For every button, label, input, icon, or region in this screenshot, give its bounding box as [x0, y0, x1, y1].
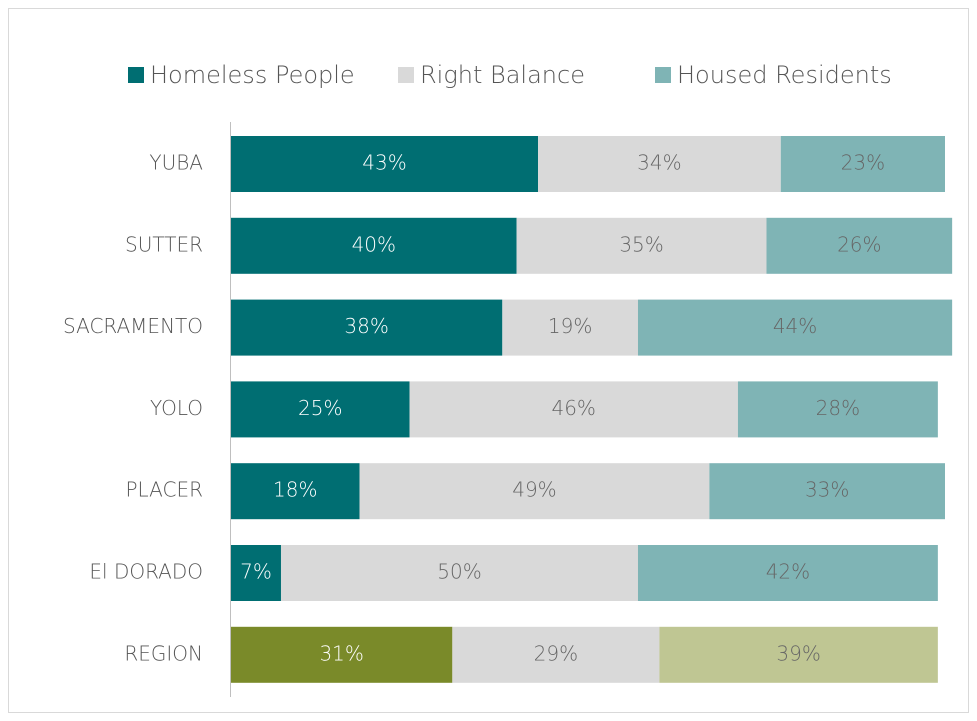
value-label: 49% [512, 478, 556, 502]
value-label: 7% [240, 560, 272, 584]
bar-segment [502, 299, 638, 356]
bar-segment [637, 545, 938, 601]
bar-segment [709, 463, 945, 520]
y-tick-label: El DORADO [89, 560, 203, 584]
value-label: 29% [534, 641, 578, 665]
legend-swatch [655, 67, 671, 83]
value-label: 23% [841, 151, 885, 175]
value-label: 44% [773, 314, 817, 338]
y-tick-label: YOLO [150, 396, 203, 420]
bar-segment [231, 463, 360, 520]
bar-segment [231, 381, 410, 438]
legend-swatch [128, 67, 144, 83]
bar-segment [737, 381, 938, 438]
bar-segment [231, 136, 539, 192]
y-tick-label: SUTTER [125, 232, 203, 256]
value-label: 34% [637, 151, 681, 175]
bar-segment [231, 626, 453, 683]
bar-segment [766, 217, 953, 274]
bar-segment [409, 381, 738, 438]
y-tick-label: PLACER [126, 478, 204, 502]
legend-label: Homeless People [150, 61, 355, 89]
value-label: 18% [273, 478, 317, 502]
value-label: 26% [837, 232, 881, 256]
value-label: 33% [805, 478, 849, 502]
bar-segment [231, 299, 503, 356]
bar-segment [637, 299, 953, 356]
value-label: 38% [344, 314, 388, 338]
chart-frame [8, 8, 969, 713]
value-label: 40% [352, 232, 396, 256]
legend-label: Housed Residents [677, 61, 892, 89]
legend-swatch [398, 67, 414, 83]
legend-label: Right Balance [420, 61, 585, 89]
value-label: 50% [437, 560, 481, 584]
bar-segment [359, 463, 710, 520]
value-label: 46% [551, 396, 595, 420]
value-label: 35% [619, 232, 663, 256]
bar-segment [280, 545, 638, 601]
value-label: 28% [816, 396, 860, 420]
bar-segment [231, 217, 517, 274]
bar-segment [516, 217, 767, 274]
value-label: 42% [766, 560, 810, 584]
value-label: 43% [362, 151, 406, 175]
value-label: 39% [776, 641, 820, 665]
value-label: 31% [319, 641, 363, 665]
y-tick-label: REGION [124, 641, 203, 665]
y-tick-label: YUBA [149, 151, 203, 175]
bar-segment [780, 136, 945, 192]
value-label: 25% [298, 396, 342, 420]
bar-segment [659, 626, 938, 683]
bar-segment [538, 136, 781, 192]
bar-segment [452, 626, 660, 683]
y-tick-label: SACRAMENTO [63, 314, 203, 338]
bar-segment [231, 545, 281, 601]
value-label: 19% [548, 314, 592, 338]
